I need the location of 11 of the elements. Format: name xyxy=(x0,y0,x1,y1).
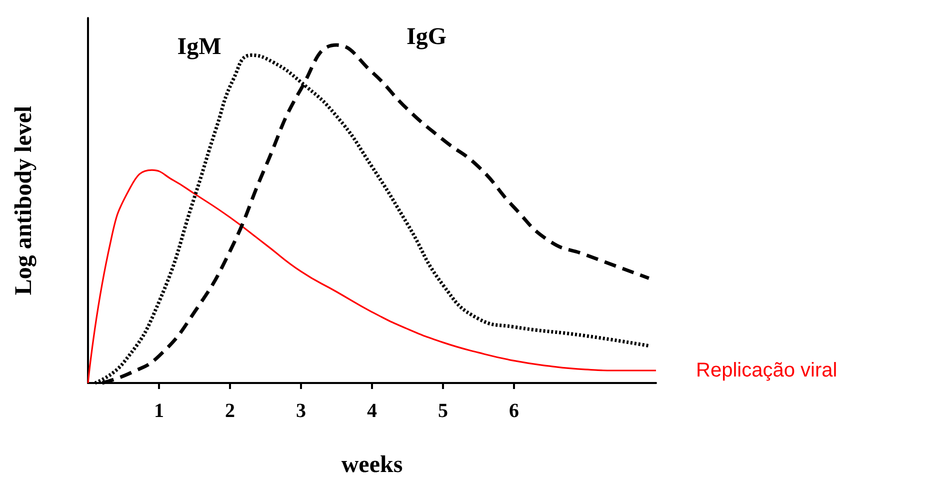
x-tick-label: 6 xyxy=(509,400,519,422)
x-tick-label: 2 xyxy=(225,400,235,422)
x-axis-title: weeks xyxy=(341,452,403,478)
y-axis-title: Log antibody level xyxy=(11,105,37,296)
x-tick-label: 5 xyxy=(438,400,448,422)
x-tick-label: 4 xyxy=(367,400,377,422)
x-tick-label: 1 xyxy=(154,400,164,422)
series-label: Replicação viral xyxy=(696,359,838,382)
x-tick-label: 3 xyxy=(296,400,306,422)
series-label: IgG xyxy=(406,24,447,50)
series-label: IgM xyxy=(177,34,222,60)
